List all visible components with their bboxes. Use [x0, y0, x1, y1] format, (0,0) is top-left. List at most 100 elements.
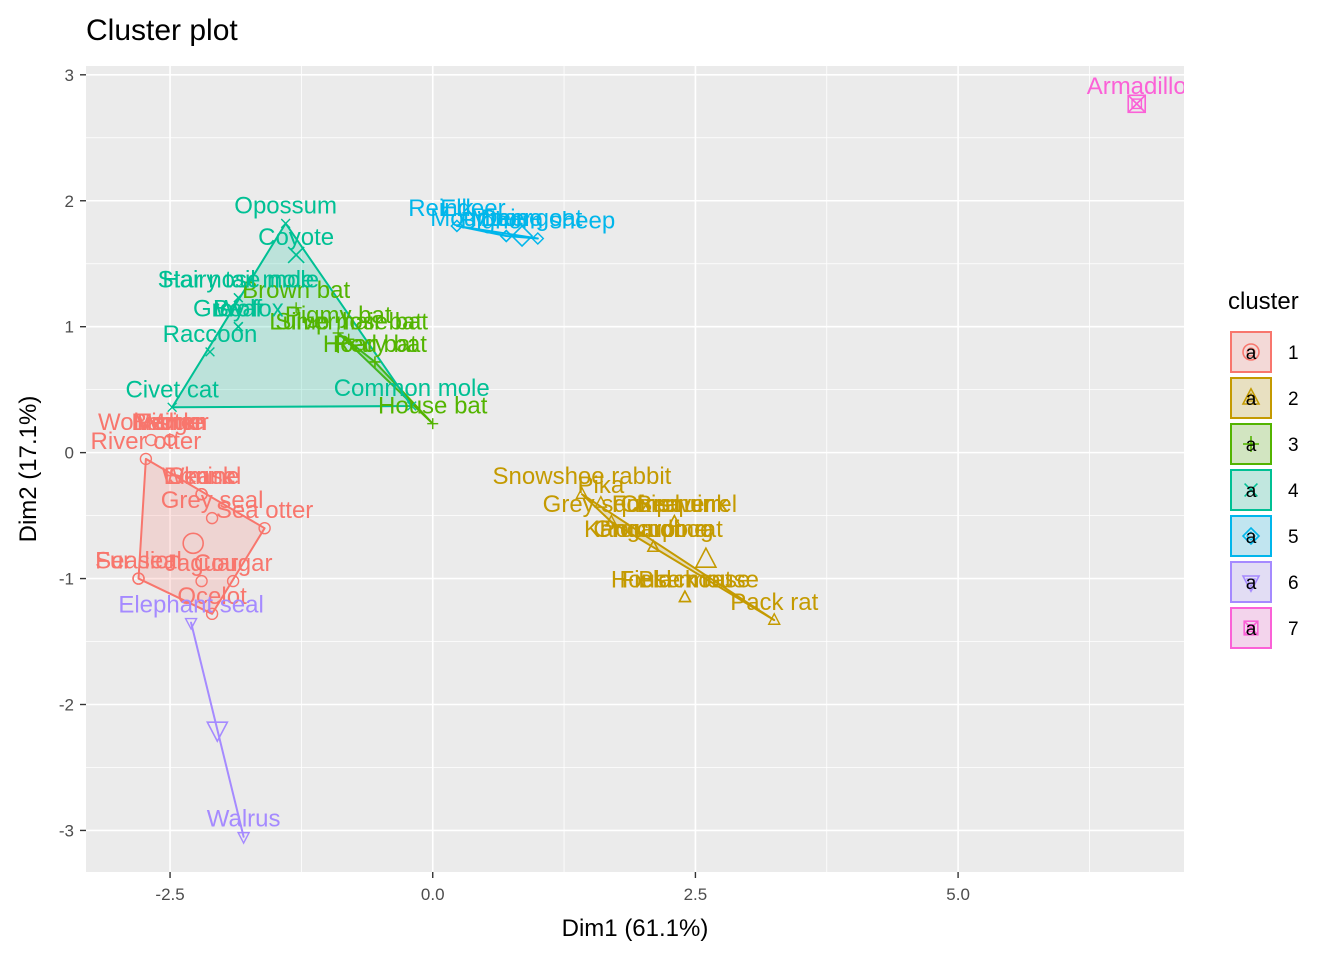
point-label: Chipmunk: [620, 491, 729, 518]
data-point-part: [604, 514, 619, 527]
point-label: Grey seal: [161, 487, 264, 514]
point-label: Pika: [578, 472, 625, 499]
cluster-center-part: [1127, 94, 1146, 113]
cluster-center: [510, 224, 534, 248]
point-label: Sea otter: [216, 497, 313, 524]
legend-key-marker-small: [1247, 440, 1255, 448]
data-point-part: [205, 607, 219, 621]
point-label: Hairy tail mole: [162, 267, 314, 294]
data-point: [139, 452, 153, 466]
grid-major: [86, 66, 1184, 872]
cluster-center-part: [510, 224, 534, 248]
data-point-part: [226, 574, 240, 588]
legend-key-letter: a: [1246, 481, 1257, 502]
point-label: Reindeer: [408, 195, 505, 222]
legend-key-marker-small-part: [1246, 623, 1255, 632]
cluster-hull-4: [171, 222, 413, 409]
point-label: House bat: [378, 393, 488, 420]
legend-key-letter: a: [1246, 343, 1257, 364]
data-point-part: [167, 402, 178, 413]
data-point-part: [575, 486, 589, 500]
data-point: [195, 487, 208, 501]
point-label: Skunk: [168, 463, 236, 490]
y-axis-title: Dim2 (17.1%): [15, 396, 42, 543]
legend-key-marker-small: [1246, 347, 1256, 357]
cluster-center-part: [206, 721, 229, 743]
cluster-center-part: [694, 546, 718, 568]
legend-key-marker-small-part: [1246, 531, 1256, 541]
point-label: Mink: [145, 409, 197, 436]
cluster-hull-2: [580, 493, 776, 622]
data-point: [205, 607, 219, 621]
legend-title: cluster: [1228, 288, 1299, 315]
cluster-center: [182, 532, 204, 555]
data-point-part: [258, 521, 271, 535]
point-label: Grey squirrel: [543, 491, 680, 518]
data-point: [406, 401, 417, 411]
point-label: Ocelot: [177, 583, 247, 610]
legend-label: 1: [1288, 343, 1299, 364]
data-point-part: [132, 572, 145, 585]
data-point: [233, 321, 244, 332]
data-point-part: [594, 495, 608, 508]
point-label: Civet cat: [125, 376, 219, 403]
data-point: [667, 514, 682, 527]
legend-key-marker-part: [1242, 343, 1260, 361]
point-label: Grey fox: [193, 296, 284, 323]
legend-key-letter: a: [1246, 527, 1257, 548]
legend-key-letter: a: [1246, 619, 1257, 640]
legend-key-marker-small-part: [1246, 392, 1256, 402]
legend-key-marker-small-part: [1247, 486, 1255, 494]
legend-key-bg: [1230, 515, 1272, 557]
x-tick-label: 5.0: [946, 885, 970, 904]
point-label: Silver hair bat: [275, 308, 422, 335]
cluster-center: [287, 246, 305, 264]
point-label: Jaguar: [165, 550, 238, 577]
x-tick-label: 0.0: [421, 885, 445, 904]
data-point: [132, 572, 145, 585]
x-tick-label: 2.5: [684, 885, 708, 904]
point-label: River otter: [91, 428, 202, 455]
point-label: Brown bat: [242, 277, 350, 304]
legend-key-fill: [1230, 377, 1272, 419]
point-label: Ermine: [164, 463, 240, 490]
legend-key-fill: [1230, 561, 1272, 603]
data-point: [604, 514, 619, 527]
y-tick-label: 0: [65, 444, 74, 463]
legend-key-bg: [1230, 561, 1272, 603]
cluster-hull-5: [455, 224, 539, 240]
data-point-part: [406, 401, 417, 411]
point-label: Common mole: [334, 375, 490, 402]
data-point: [499, 229, 513, 243]
data-point-part: [205, 511, 219, 525]
data-point-part: [139, 452, 153, 466]
legend-key-marker: [1241, 526, 1261, 546]
data-point: [427, 418, 439, 430]
y-tick-label: -3: [59, 821, 74, 840]
data-point: [369, 356, 381, 368]
point-label: Sea lion: [95, 548, 182, 575]
legend-key-marker-small: [1246, 392, 1256, 402]
y-tick-label: 2: [65, 192, 74, 211]
legend-label: 3: [1288, 435, 1299, 456]
point-label: Armadillo: [1087, 73, 1187, 100]
point-label: Beaver: [636, 491, 712, 518]
data-point: [184, 617, 198, 631]
legend-key-fill: [1230, 331, 1272, 373]
data-point-part: [184, 617, 198, 631]
legend-key-marker-small: [1246, 623, 1255, 632]
point-label: Opossum: [234, 192, 337, 219]
data-point: [343, 333, 355, 345]
legend-key-marker: [1241, 387, 1261, 405]
cluster-center: [1127, 94, 1147, 114]
chart-title: Cluster plot: [86, 14, 238, 47]
data-point-part: [280, 218, 291, 229]
data-point: [280, 218, 291, 229]
point-label: Hoary bat: [323, 331, 427, 358]
point-label: Fur seal: [95, 548, 182, 575]
